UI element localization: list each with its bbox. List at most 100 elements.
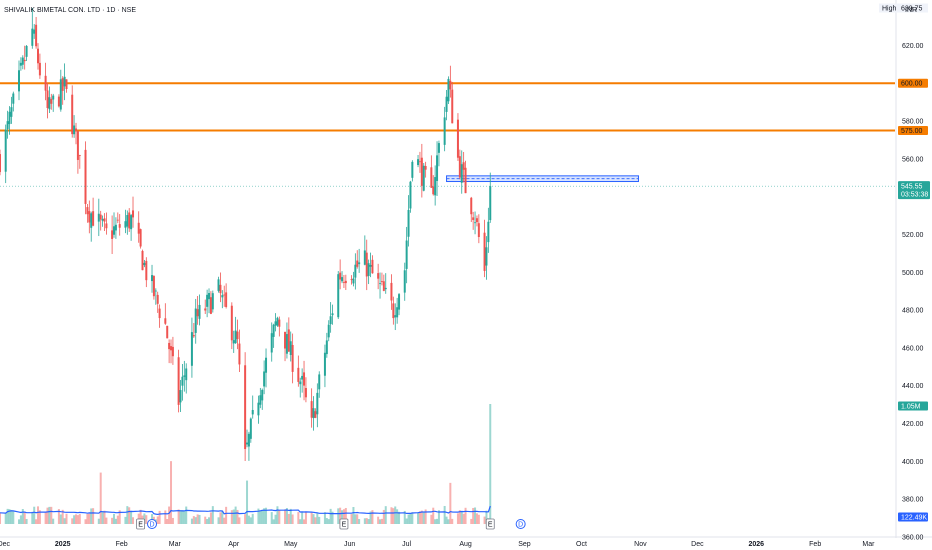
- candle: [474, 211, 477, 235]
- candle: [367, 259, 370, 285]
- candle: [33, 24, 36, 39]
- candle: [38, 53, 41, 79]
- time-tick-label: 2025: [55, 541, 71, 548]
- candle: [65, 79, 68, 93]
- volume-bar: [35, 519, 38, 524]
- candle: [97, 198, 100, 237]
- volume-bar: [246, 480, 249, 524]
- volume-bar: [37, 506, 40, 524]
- candle: [390, 274, 393, 310]
- price-tick-label: 400.00: [902, 459, 924, 466]
- volume-bar: [341, 510, 344, 524]
- dividend-marker[interactable]: D: [147, 519, 158, 529]
- candle: [73, 115, 76, 138]
- price-tick-label: 580.00: [902, 119, 924, 126]
- volume-bar: [230, 510, 233, 524]
- volume-bar: [183, 511, 186, 524]
- volume-bar: [329, 508, 332, 524]
- volume-bar: [50, 506, 53, 524]
- candle: [257, 395, 260, 424]
- volume-bar: [369, 511, 372, 524]
- volume-bar: [211, 506, 214, 524]
- candle: [61, 76, 64, 105]
- earnings-marker[interactable]: E: [485, 518, 495, 530]
- time-tick-label: Dec: [691, 541, 704, 548]
- candle: [443, 106, 446, 152]
- volume-bar: [97, 518, 100, 524]
- volume-bar: [257, 508, 260, 524]
- volume-bar: [88, 513, 91, 524]
- candle: [312, 396, 315, 431]
- candle: [392, 296, 395, 325]
- candle: [363, 235, 366, 266]
- volume-bar: [196, 514, 199, 524]
- volume-bar: [33, 506, 36, 524]
- candle: [12, 91, 15, 112]
- volume-bar: [10, 509, 13, 524]
- volume-bar: [411, 512, 414, 524]
- candle: [76, 130, 79, 174]
- candle: [382, 274, 385, 292]
- svg-text:545.55: 545.55: [901, 184, 923, 191]
- volume-bar: [424, 509, 427, 524]
- candle: [318, 371, 321, 398]
- volume-bar: [318, 516, 321, 524]
- volume-bar: [156, 516, 159, 524]
- candle: [424, 161, 427, 178]
- volume-bar: [166, 518, 169, 524]
- volume-bar: [168, 506, 171, 524]
- volume-bar: [314, 517, 317, 524]
- volume-bar: [73, 515, 76, 524]
- candle: [276, 316, 279, 327]
- candle: [464, 160, 467, 194]
- candle: [259, 387, 262, 409]
- volume-bar: [337, 508, 340, 524]
- volume-bar: [217, 517, 220, 524]
- candle: [331, 304, 334, 325]
- volume-bar: [78, 514, 81, 524]
- volume-tag: 1.05M: [898, 401, 928, 411]
- candle: [190, 317, 193, 378]
- volume-bar: [456, 513, 459, 524]
- volume-bar: [377, 516, 380, 524]
- candle: [394, 303, 397, 331]
- price-tick-label: 440.00: [902, 383, 924, 390]
- volume-bar: [244, 514, 247, 524]
- candle: [23, 45, 26, 70]
- volume-bar: [398, 511, 401, 524]
- earnings-marker[interactable]: E: [339, 518, 349, 530]
- price-tick-label: 620.00: [902, 43, 924, 50]
- time-tick-label: Sep: [518, 541, 531, 548]
- candle: [420, 143, 423, 198]
- earnings-marker[interactable]: E: [136, 518, 146, 530]
- volume-bar: [339, 507, 342, 524]
- rectangle-zone[interactable]: [446, 175, 639, 183]
- candle: [247, 431, 250, 461]
- volume-bar: [350, 514, 353, 524]
- candle: [223, 285, 226, 307]
- volume-bar: [204, 516, 207, 524]
- price-tick-label: 520.00: [902, 232, 924, 239]
- currency-label[interactable]: INR: [905, 7, 917, 14]
- candle: [170, 339, 173, 364]
- candle: [403, 262, 406, 301]
- candle: [198, 294, 201, 326]
- volume-bar: [31, 511, 34, 524]
- volume-bar: [284, 509, 287, 524]
- candle: [10, 96, 13, 124]
- volume-bar: [170, 461, 173, 524]
- dividend-marker[interactable]: D: [515, 519, 526, 529]
- volume-bar: [274, 514, 277, 524]
- candle: [350, 275, 353, 285]
- svg-text:E: E: [138, 522, 143, 529]
- svg-text:122.49K: 122.49K: [901, 515, 927, 522]
- volume-bar: [287, 513, 290, 524]
- volume-bar: [434, 519, 437, 524]
- candle: [177, 349, 180, 413]
- volume-bar: [18, 519, 21, 524]
- time-axis[interactable]: Dec 2025 Feb Mar Apr May Jun Jul Aug Sep Oct Nov Dec…: [0, 541, 875, 548]
- candle: [458, 149, 461, 180]
